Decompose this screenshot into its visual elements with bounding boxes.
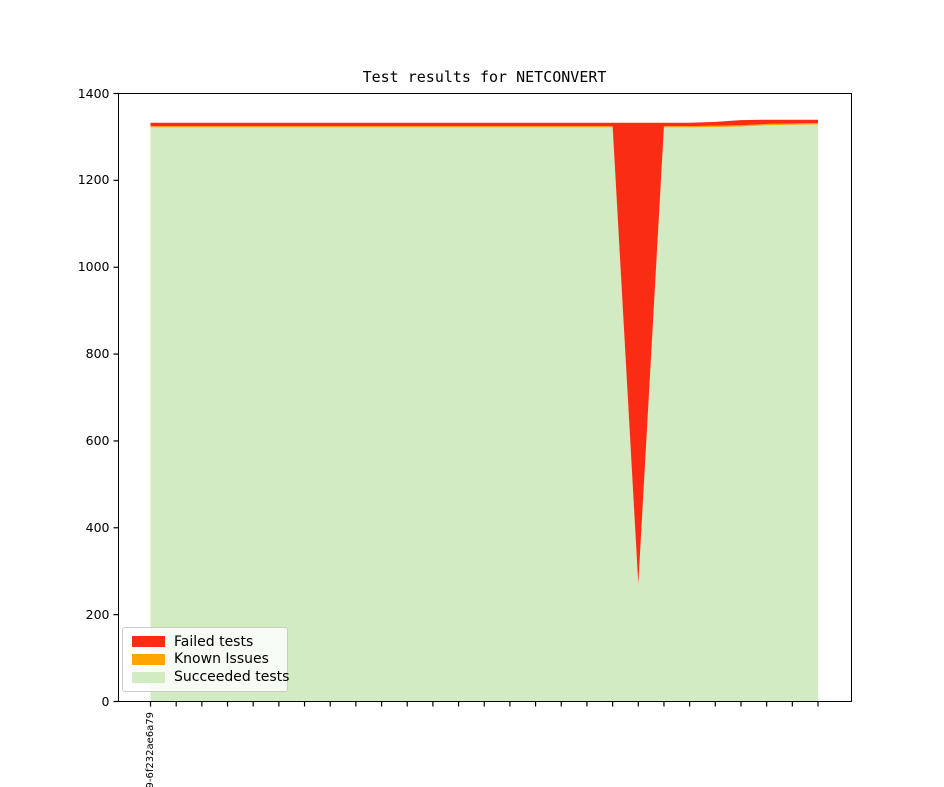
area-succeeded-tests [150,124,818,702]
axes-frame [118,93,852,702]
legend-label-succeeded-tests: Succeeded tests [174,669,290,686]
area-failed-tests [150,120,818,584]
y-tick-label: 0 [101,693,110,709]
known-issues-swatch [132,653,165,665]
y-axis-ticks [113,92,119,703]
y-tick-label: 1200 [77,172,110,188]
x-axis-ticks [149,701,819,707]
legend-label-failed-tests: Failed tests [174,633,254,650]
y-tick-label: 200 [85,606,110,622]
legend-item-succeeded-tests: Succeeded tests [132,669,289,685]
succeeded-tests-swatch [132,671,165,683]
legend-item-failed-tests: Failed tests [132,634,279,650]
failed-tests-swatch [132,636,165,648]
x-tick-label: 9-6f232ae6a79 [144,712,156,787]
legend-label-known-issues: Known Issues [174,651,269,668]
y-tick-label: 1000 [77,259,110,275]
y-tick-label: 800 [85,346,110,362]
y-tick-label: 400 [85,519,110,535]
y-tick-label: 600 [85,432,110,448]
chart-title: Test results for NETCONVERT [362,68,607,86]
y-tick-label: 1400 [77,85,110,101]
stacked-areas [150,120,818,702]
legend-item-known-issues: Known Issues [132,651,279,667]
legend: Failed tests Known Issues Succeeded test… [122,627,289,692]
total-edge-line [150,119,818,125]
